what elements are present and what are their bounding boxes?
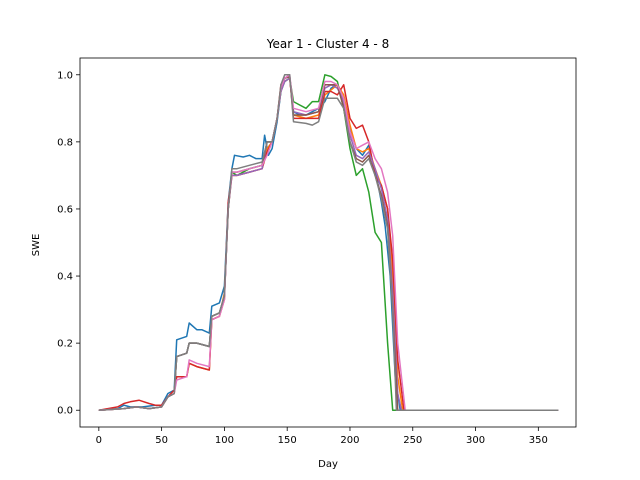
y-tick-label: 0.0 bbox=[57, 406, 73, 417]
y-tick-label: 0.8 bbox=[57, 137, 73, 148]
y-axis-label: SWE bbox=[31, 234, 42, 257]
x-tick-label: 200 bbox=[340, 435, 359, 446]
x-tick-label: 300 bbox=[466, 435, 485, 446]
y-tick-label: 1.0 bbox=[57, 70, 73, 81]
y-tick-label: 0.2 bbox=[57, 339, 73, 350]
x-tick-label: 100 bbox=[215, 435, 234, 446]
x-tick-label: 0 bbox=[96, 435, 102, 446]
x-axis-ticks: 0 50 100 150 200 250 300 350 bbox=[96, 427, 548, 446]
plot-frame bbox=[79, 57, 577, 428]
x-axis-label: Day bbox=[318, 459, 338, 470]
y-tick-label: 0.4 bbox=[57, 272, 73, 283]
y-tick-label: 0.6 bbox=[57, 204, 73, 215]
x-tick-label: 250 bbox=[403, 435, 422, 446]
y-axis-ticks: 0.0 0.2 0.4 0.6 0.8 1.0 bbox=[57, 70, 80, 417]
series-line-8 bbox=[98, 74, 559, 411]
series-line-1 bbox=[98, 75, 559, 411]
series-layer bbox=[98, 74, 559, 411]
x-tick-label: 350 bbox=[529, 435, 548, 446]
x-tick-label: 50 bbox=[155, 435, 168, 446]
x-tick-label: 150 bbox=[278, 435, 297, 446]
chart-title: Year 1 - Cluster 4 - 8 bbox=[266, 37, 389, 51]
